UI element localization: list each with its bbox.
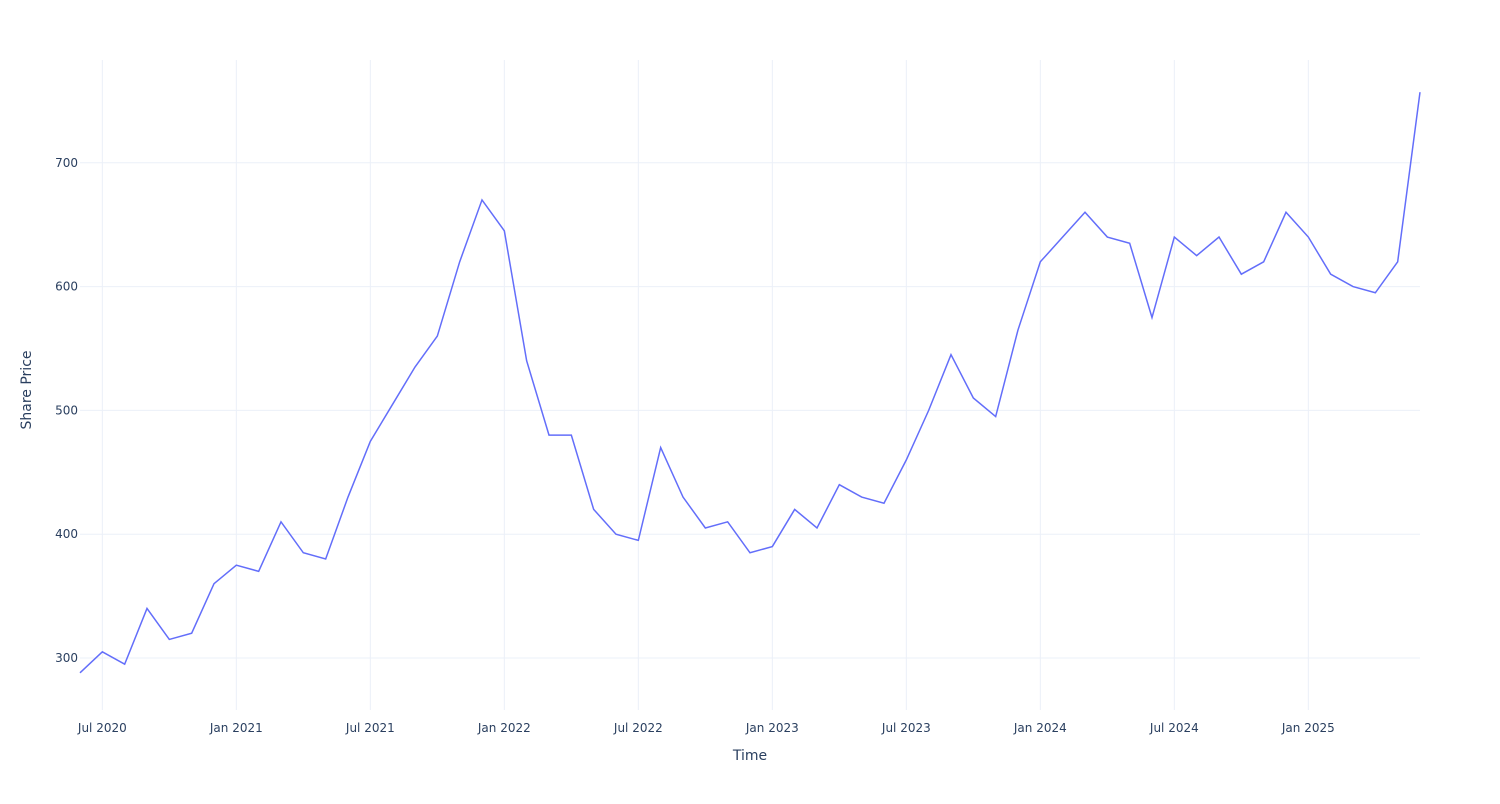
x-tick-label: Jul 2024 — [1149, 721, 1199, 735]
line-series — [79, 92, 1421, 674]
y-axis-title: Share Price — [19, 350, 35, 429]
x-tick-label: Jul 2020 — [77, 721, 127, 735]
x-tick-label: Jan 2025 — [1281, 721, 1335, 735]
x-tick-label: Jan 2023 — [745, 721, 799, 735]
x-axis-title: Time — [732, 748, 767, 764]
y-tick-label: 300 — [55, 651, 78, 665]
x-tick-label: Jan 2024 — [1013, 721, 1067, 735]
y-tick-label: 500 — [55, 403, 78, 417]
x-tick-label: Jan 2021 — [209, 721, 263, 735]
y-tick-label: 600 — [55, 280, 78, 294]
y-tick-label: 400 — [55, 527, 78, 541]
x-tick-label: Jul 2022 — [613, 721, 663, 735]
x-tick-label: Jul 2021 — [345, 721, 395, 735]
y-tick-label: 700 — [55, 156, 78, 170]
x-tick-label: Jan 2022 — [477, 721, 531, 735]
x-tick-label: Jul 2023 — [881, 721, 931, 735]
